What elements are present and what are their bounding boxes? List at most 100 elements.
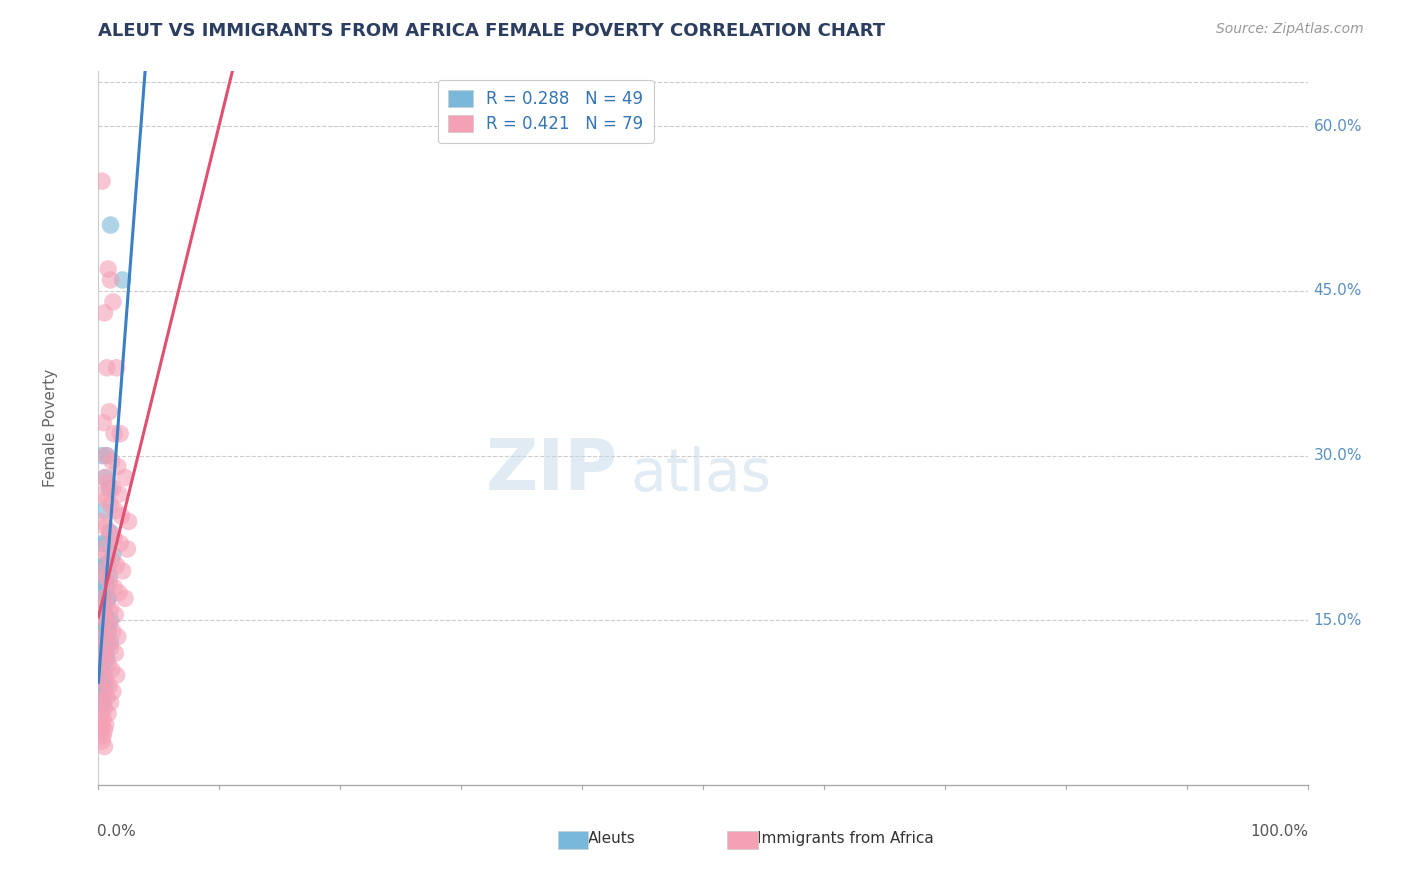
Point — [96, 548, 118, 562]
Text: ZIP: ZIP — [486, 436, 619, 506]
Point — [100, 640, 122, 655]
Point — [93, 723, 115, 737]
Point — [100, 602, 122, 616]
Point — [90, 651, 112, 665]
Point — [107, 630, 129, 644]
Point — [103, 580, 125, 594]
Point — [105, 360, 128, 375]
Point — [104, 646, 127, 660]
Point — [114, 470, 136, 484]
Point — [101, 294, 124, 309]
Point — [100, 553, 122, 567]
Point — [100, 635, 122, 649]
Point — [111, 564, 134, 578]
Point — [97, 624, 120, 639]
Text: atlas: atlas — [630, 446, 772, 503]
Point — [91, 646, 114, 660]
Point — [90, 607, 112, 622]
Bar — [727, 831, 758, 849]
Bar — [558, 831, 588, 849]
Point — [91, 712, 114, 726]
Point — [94, 569, 117, 583]
Point — [90, 706, 112, 721]
Point — [103, 531, 125, 545]
Point — [100, 273, 122, 287]
Point — [91, 613, 114, 627]
Point — [101, 548, 124, 562]
Point — [94, 520, 117, 534]
Point — [93, 597, 115, 611]
Point — [98, 574, 121, 589]
Point — [114, 591, 136, 606]
Point — [97, 591, 120, 606]
Point — [103, 426, 125, 441]
Point — [94, 607, 117, 622]
Point — [91, 416, 114, 430]
Text: 0.0%: 0.0% — [97, 824, 136, 839]
Point — [108, 586, 131, 600]
Point — [94, 646, 117, 660]
Point — [98, 405, 121, 419]
Point — [91, 487, 114, 501]
Point — [104, 503, 127, 517]
Point — [91, 449, 114, 463]
Point — [93, 470, 115, 484]
Point — [98, 525, 121, 540]
Point — [91, 684, 114, 698]
Point — [93, 651, 115, 665]
Point — [105, 668, 128, 682]
Point — [91, 569, 114, 583]
Point — [101, 624, 124, 639]
Point — [97, 706, 120, 721]
Legend: R = 0.288   N = 49, R = 0.421   N = 79: R = 0.288 N = 49, R = 0.421 N = 79 — [439, 79, 654, 143]
Point — [97, 476, 120, 491]
Point — [98, 569, 121, 583]
Point — [90, 591, 112, 606]
Point — [117, 541, 139, 556]
Point — [111, 273, 134, 287]
Point — [94, 470, 117, 484]
Point — [94, 679, 117, 693]
Point — [110, 508, 132, 523]
Point — [98, 482, 121, 496]
Point — [93, 739, 115, 754]
Point — [94, 449, 117, 463]
Point — [90, 673, 112, 688]
Point — [100, 498, 122, 512]
Point — [91, 729, 114, 743]
Point — [100, 218, 122, 232]
Point — [94, 613, 117, 627]
Text: 15.0%: 15.0% — [1313, 613, 1362, 628]
Point — [91, 640, 114, 655]
Point — [91, 558, 114, 573]
Text: 60.0%: 60.0% — [1313, 119, 1362, 134]
Point — [91, 602, 114, 616]
Point — [97, 558, 120, 573]
Point — [91, 734, 114, 748]
Point — [96, 449, 118, 463]
Point — [93, 306, 115, 320]
Point — [96, 635, 118, 649]
Point — [96, 613, 118, 627]
Point — [91, 635, 114, 649]
Point — [93, 701, 115, 715]
Point — [96, 651, 118, 665]
Point — [91, 541, 114, 556]
Point — [100, 613, 122, 627]
Point — [108, 426, 131, 441]
Point — [90, 690, 112, 705]
Point — [96, 690, 118, 705]
Point — [91, 717, 114, 731]
Point — [101, 482, 124, 496]
Point — [107, 459, 129, 474]
Text: 30.0%: 30.0% — [1313, 448, 1362, 463]
Point — [104, 607, 127, 622]
Point — [91, 679, 114, 693]
Point — [118, 515, 141, 529]
Point — [91, 503, 114, 517]
Point — [96, 597, 118, 611]
Point — [91, 591, 114, 606]
Point — [91, 696, 114, 710]
Text: Aleuts: Aleuts — [588, 831, 636, 846]
Point — [96, 360, 118, 375]
